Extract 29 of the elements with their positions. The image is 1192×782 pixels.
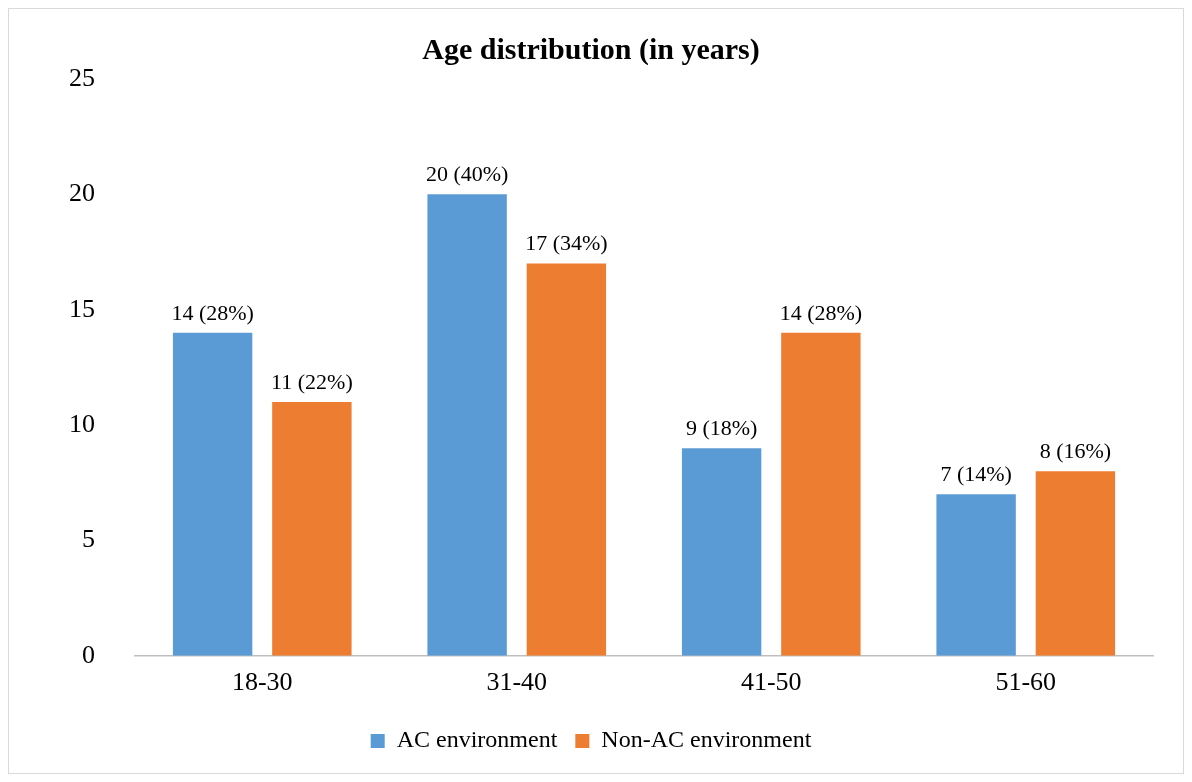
chart-title: Age distribution (in years) [422,31,760,66]
x-tick-label: 41-50 [740,667,802,697]
data-label: 17 (34%) [525,230,608,256]
x-tick-label: 51-60 [995,667,1057,697]
bar [427,194,507,656]
legend-label: Non-AC environment [601,726,812,753]
data-label: 7 (14%) [940,461,1012,487]
bar [936,494,1016,656]
y-tick-label: 5 [82,524,95,554]
data-label: 14 (28%) [779,299,863,325]
bar [172,332,253,656]
data-label: 8 (16%) [1039,438,1112,464]
y-tick-label: 25 [69,62,95,92]
bar [1035,471,1116,656]
legend-label: AC environment [396,726,558,753]
x-tick-label: 18-30 [231,667,293,697]
bar [781,332,861,656]
y-tick-label: 10 [69,408,95,438]
x-tick-label: 31-40 [486,667,548,697]
bar [272,402,352,656]
bar [681,448,762,656]
data-label: 9 (18%) [685,414,758,440]
y-tick-label: 20 [69,178,95,208]
bar [526,263,607,656]
data-label: 11 (22%) [271,368,353,394]
y-tick-label: 0 [82,639,95,669]
data-label: 20 (40%) [425,161,509,187]
y-tick-label: 15 [69,293,95,323]
data-label: 14 (28%) [171,299,254,325]
